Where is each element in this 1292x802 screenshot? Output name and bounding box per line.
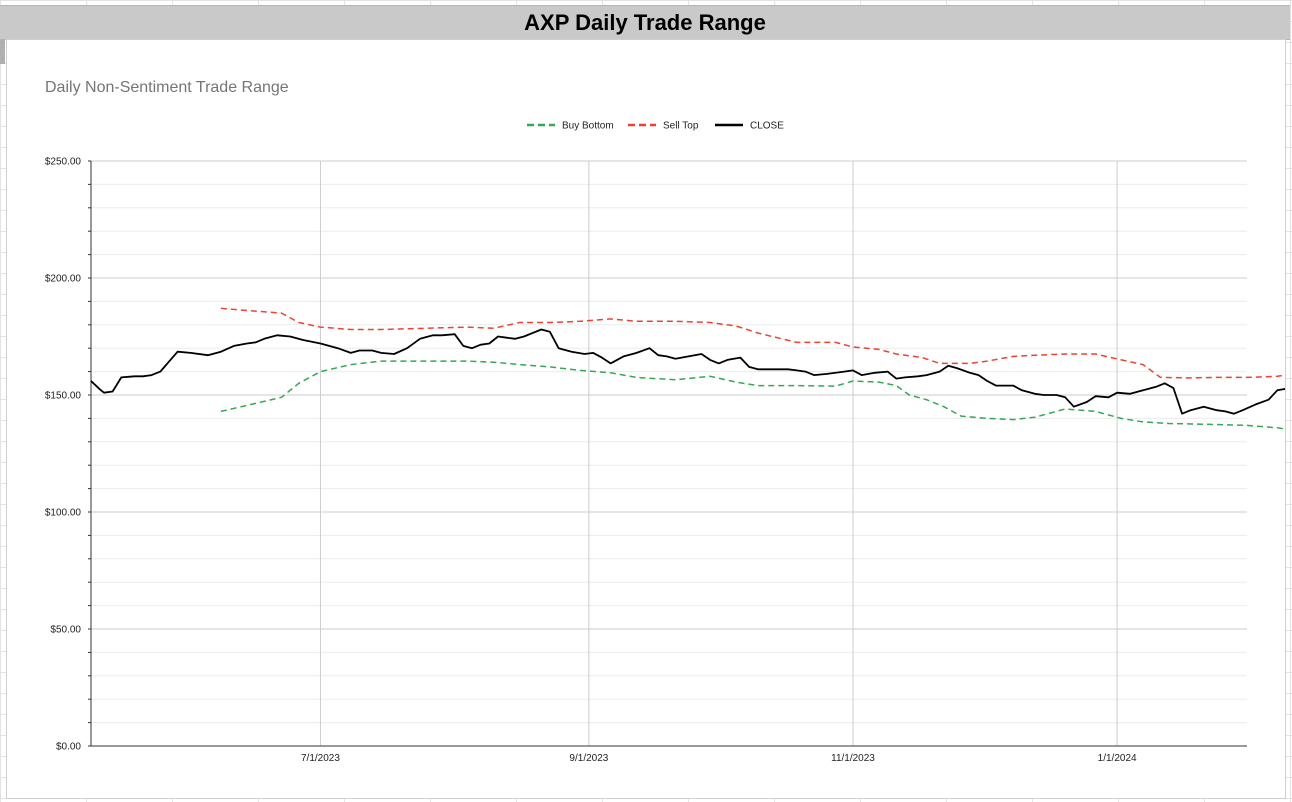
y-tick-label: $250.00: [45, 157, 82, 168]
x-tick-label: 7/1/2023: [301, 753, 340, 764]
y-tick-label: $100.00: [45, 508, 82, 519]
y-tick-label: $150.00: [45, 391, 82, 402]
legend-label: Sell Top: [663, 121, 699, 132]
y-tick-label: $50.00: [50, 625, 81, 636]
y-tick-label: $0.00: [56, 742, 81, 753]
y-tick-label: $200.00: [45, 274, 82, 285]
series-lines: [90, 307, 1285, 430]
chart-subtitle: Daily Non-Sentiment Trade Range: [45, 79, 289, 96]
x-tick-label: 9/1/2023: [569, 753, 608, 764]
series-line-close: [90, 328, 1285, 415]
legend: Buy Bottom Sell Top CLOSE: [527, 121, 784, 132]
axes: 7/1/2023 9/1/2023 11/1/2023 1/1/2024 $0.00 $5…: [45, 157, 1247, 764]
series-line-buy-bottom: [220, 360, 1285, 430]
row-header-stub: [0, 40, 5, 64]
legend-label: Buy Bottom: [562, 121, 614, 132]
legend-label: CLOSE: [750, 121, 784, 132]
x-tick-label: 1/1/2024: [1098, 753, 1137, 764]
series-line-sell-top: [220, 307, 1285, 379]
page-title: AXP Daily Trade Range: [0, 5, 1290, 40]
gridlines: [91, 160, 1247, 747]
x-tick-label: 11/1/2023: [831, 753, 875, 764]
chart-card[interactable]: Daily Non-Sentiment Trade Range 7/1/2023…: [6, 39, 1286, 799]
line-chart: Daily Non-Sentiment Trade Range 7/1/2023…: [45, 79, 1285, 764]
